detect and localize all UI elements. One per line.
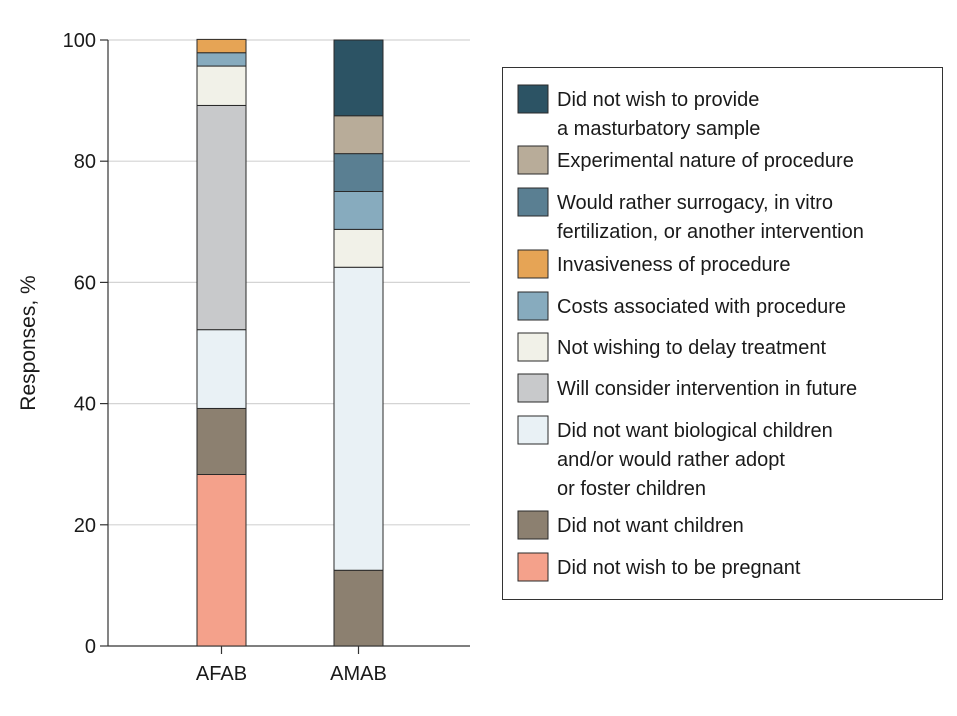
- legend-swatch: [517, 249, 549, 279]
- legend-item: Did not wish to be pregnant: [517, 552, 801, 582]
- legend-item: Will consider intervention in future: [517, 373, 857, 403]
- legend-label: Invasiveness of procedure: [557, 254, 790, 276]
- legend-item: Did not want biological children and/or w…: [517, 415, 833, 500]
- bar-segment: [333, 228, 384, 268]
- bar-segment: [333, 39, 384, 117]
- legend-label: Did not wish to be pregnant: [557, 557, 801, 579]
- legend-item: Did not wish to provide a masturbatory sa…: [517, 84, 760, 140]
- bar-segment: [196, 474, 247, 647]
- legend-swatch: [517, 187, 549, 217]
- y-tick-label: 80: [74, 151, 96, 173]
- bar-segment: [196, 329, 247, 409]
- bar-segment: [333, 191, 384, 230]
- x-tick-label: AFAB: [196, 663, 247, 685]
- legend-box: [502, 67, 943, 600]
- x-tick-label: AMAB: [330, 663, 387, 685]
- legend-item: Not wishing to delay treatment: [517, 332, 826, 362]
- legend-swatch: [517, 415, 549, 445]
- legend-label: Did not wish to provide: [557, 89, 759, 111]
- bar-segment: [196, 65, 247, 106]
- legend-label: a masturbatory sample: [557, 118, 760, 140]
- legend-label: Experimental nature of procedure: [557, 150, 854, 172]
- legend-item: Invasiveness of procedure: [517, 249, 790, 279]
- legend-swatch: [517, 291, 549, 321]
- bar-segment: [333, 569, 384, 647]
- legend-label: fertilization, or another intervention: [557, 221, 864, 243]
- legend-label: Not wishing to delay treatment: [557, 337, 826, 359]
- legend-swatch: [517, 552, 549, 582]
- bar-segment: [333, 153, 384, 192]
- legend-item: Experimental nature of procedure: [517, 145, 854, 175]
- legend-item: Would rather surrogacy, in vitro fertiliz…: [517, 187, 864, 243]
- y-tick-label: 60: [74, 272, 96, 294]
- legend-label: Did not want biological children: [557, 420, 833, 442]
- legend-swatch: [517, 510, 549, 540]
- legend-item: Did not want children: [517, 510, 744, 540]
- legend-swatch: [517, 145, 549, 175]
- y-tick-label: 40: [74, 394, 96, 416]
- bar-segment: [333, 266, 384, 571]
- legend-label: or foster children: [557, 478, 706, 500]
- legend-label: Did not want children: [557, 515, 744, 537]
- y-tick-label: 100: [63, 30, 96, 52]
- y-tick-label: 20: [74, 515, 96, 537]
- y-tick-label: 0: [85, 636, 96, 658]
- bar-segment: [333, 115, 384, 155]
- legend-swatch: [517, 332, 549, 362]
- legend: Did not wish to provide a masturbatory sa…: [502, 67, 943, 600]
- bar-segment: [196, 407, 247, 476]
- legend-label: Will consider intervention in future: [557, 378, 857, 400]
- legend-swatch: [517, 84, 549, 114]
- bar-segment: [196, 104, 247, 331]
- legend-label: and/or would rather adopt: [557, 449, 785, 471]
- legend-swatch: [517, 373, 549, 403]
- legend-label: Costs associated with procedure: [557, 296, 846, 318]
- y-axis-label: Responses, %: [17, 275, 40, 410]
- bar-segment: [196, 38, 247, 54]
- bar-segment: [196, 52, 247, 67]
- legend-label: Would rather surrogacy, in vitro: [557, 192, 833, 214]
- legend-item: Costs associated with procedure: [517, 291, 846, 321]
